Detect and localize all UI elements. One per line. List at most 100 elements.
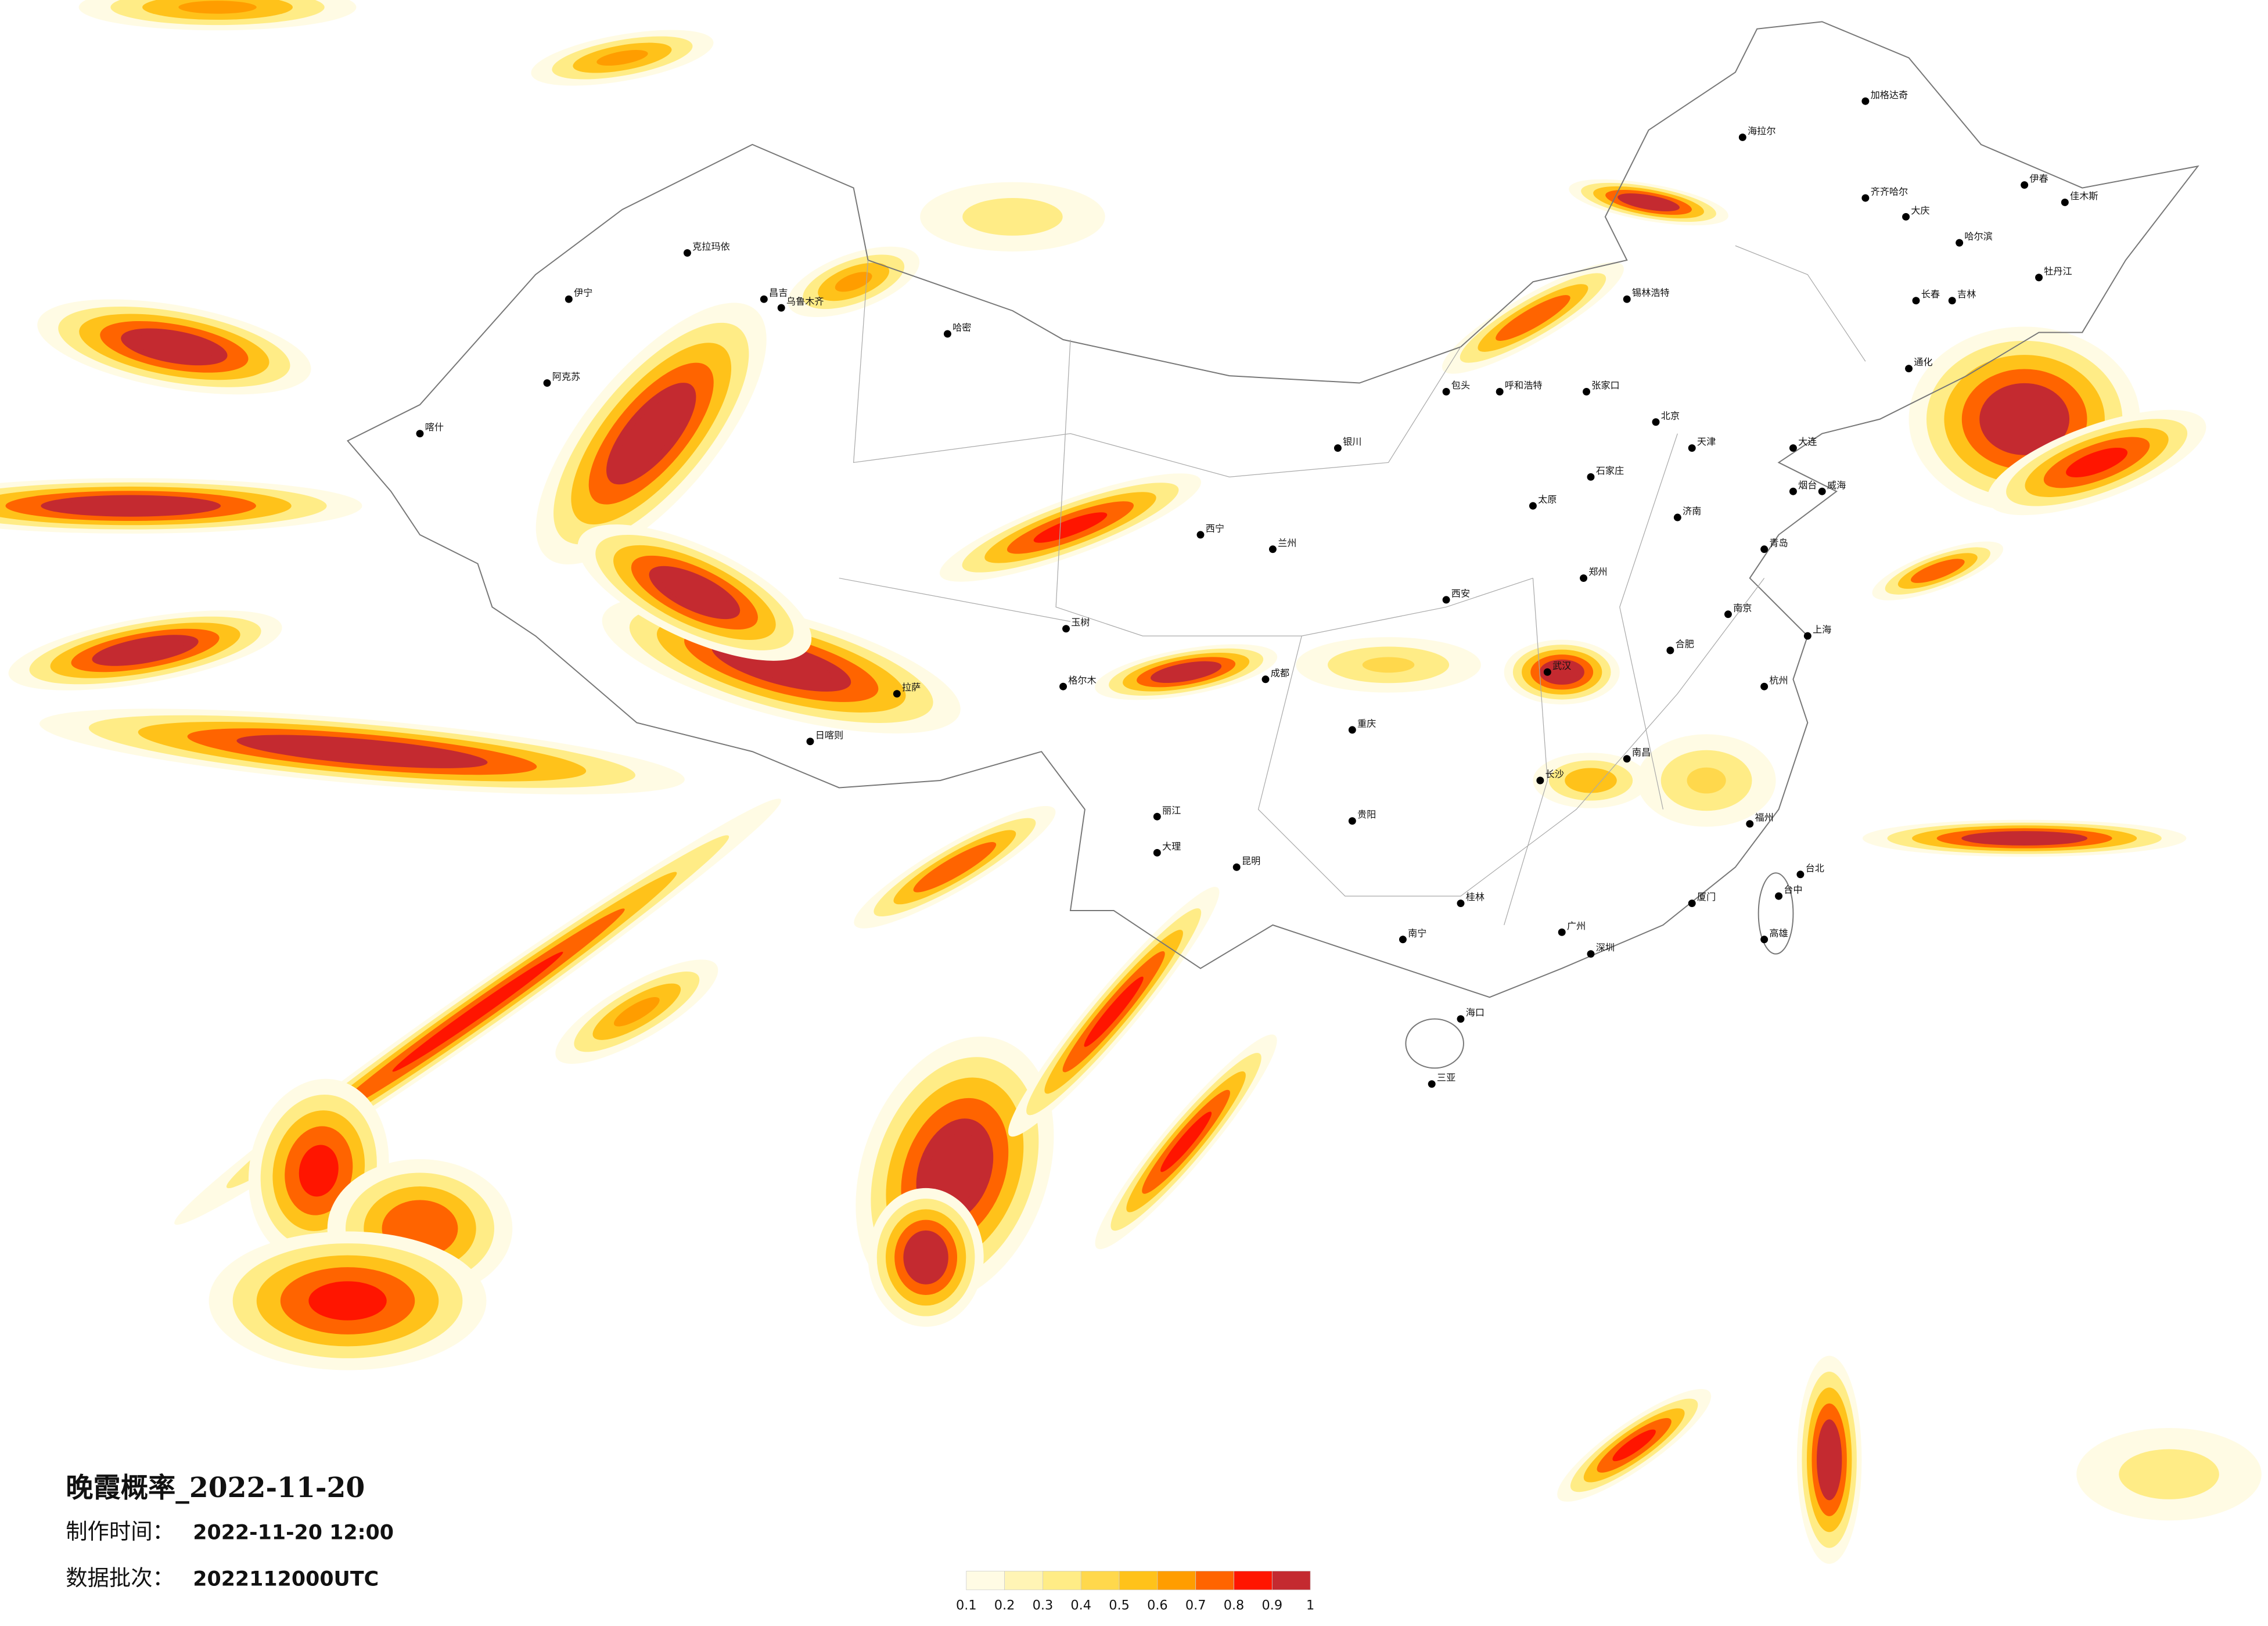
probability-core: [271, 739, 453, 764]
city-dot: [1666, 646, 1674, 654]
probability-core: [662, 573, 728, 612]
probability-core: [1545, 663, 1579, 682]
city-dot: [1587, 473, 1595, 481]
city-dot: [1789, 444, 1797, 452]
probability-core: [835, 272, 872, 292]
city-dot: [1905, 365, 1913, 373]
city-dot: [1442, 388, 1450, 395]
colorbar-label: 0.7: [1185, 1598, 1206, 1613]
city-label: 大理: [1162, 841, 1181, 852]
city-dot: [1796, 870, 1805, 879]
city-dot: [1153, 812, 1161, 821]
colorbar-segment: [1080, 1571, 1120, 1591]
colorbar-label: 0.8: [1224, 1598, 1245, 1613]
city-label: 克拉玛依: [692, 241, 730, 252]
city-label: 伊宁: [574, 287, 592, 298]
probability-core: [926, 1133, 983, 1208]
city-label: 长沙: [1545, 769, 1564, 780]
city-label: 兰州: [1278, 537, 1296, 548]
city-dot: [1760, 545, 1769, 553]
probability-core: [1992, 393, 2057, 445]
probability-core: [1919, 562, 1957, 580]
probability-core: [613, 997, 660, 1027]
city-dot: [1348, 817, 1356, 825]
city-dot: [1496, 388, 1504, 395]
city-label: 喀什: [425, 422, 444, 433]
city-dot: [1536, 776, 1544, 785]
city-label: 三亚: [1437, 1072, 1455, 1083]
hainan: [1405, 1018, 1464, 1069]
city-dot: [893, 690, 901, 698]
city-label: 济南: [1683, 506, 1701, 517]
info-value: 2022-11-20 12:00: [193, 1521, 394, 1545]
city-dot: [1861, 194, 1870, 202]
colorbar-segment: [1195, 1571, 1234, 1591]
city-dot: [1623, 755, 1631, 763]
city-dot: [1268, 545, 1277, 553]
city-label: 高雄: [1769, 927, 1788, 938]
probability-core: [1687, 767, 1726, 794]
colorbar-label: 0.6: [1147, 1598, 1168, 1613]
probability-core: [619, 397, 684, 471]
city-label: 昌吉: [769, 287, 788, 298]
city-dot: [1062, 625, 1070, 633]
city-label: 台北: [1806, 862, 1824, 873]
city-dot: [1587, 950, 1595, 958]
city-dot: [943, 330, 951, 338]
city-dot: [565, 295, 573, 303]
city-label: 伊春: [2029, 173, 2048, 184]
city-dot: [1760, 682, 1769, 690]
country-outline: [346, 21, 2199, 1069]
city-dot: [1948, 297, 1956, 305]
city-label: 锡林浩特: [1632, 287, 1670, 298]
city-label: 大连: [1798, 436, 1817, 447]
city-dot: [777, 304, 785, 312]
probability-core: [1507, 302, 1559, 334]
colorbar-label: 0.1: [956, 1598, 977, 1613]
city-dot: [1543, 668, 1551, 676]
city-dot: [1738, 133, 1746, 141]
city-dot: [1196, 531, 1205, 539]
probability-core: [1574, 772, 1607, 789]
probability-core: [1612, 1429, 1656, 1462]
province-lines: [839, 245, 1866, 926]
city-dot: [416, 430, 424, 438]
city-label: 天津: [1697, 436, 1716, 447]
city-label: 桂林: [1466, 891, 1485, 902]
probability-core: [1820, 1430, 1839, 1490]
city-label: 通化: [1914, 357, 1932, 368]
city-dot: [1688, 900, 1696, 908]
colorbar-segment: [1119, 1571, 1158, 1591]
city-dot: [1673, 513, 1681, 521]
probability-core: [178, 1, 257, 14]
city-label: 厦门: [1697, 891, 1716, 902]
probability-core: [1084, 976, 1144, 1047]
city-label: 佳木斯: [2070, 190, 2098, 202]
probability-core: [1160, 1111, 1212, 1172]
city-label: 拉萨: [902, 682, 921, 693]
city-dot: [543, 379, 551, 387]
city-dot: [1623, 295, 1631, 303]
city-label: 西安: [1451, 588, 1470, 599]
info-value: 2022112000UTC: [193, 1567, 379, 1591]
probability-core: [926, 850, 983, 884]
city-label: 南京: [1733, 602, 1752, 613]
city-dot: [2061, 198, 2069, 206]
probability-core: [66, 498, 196, 514]
colorbar-segment: [1271, 1571, 1311, 1591]
probability-core: [986, 207, 1039, 227]
city-label: 南宁: [1408, 927, 1426, 938]
city-label: 加格达奇: [1871, 89, 1908, 100]
city-dot: [1457, 1015, 1465, 1023]
city-dot: [1059, 682, 1067, 690]
colorbar-label: 0.3: [1033, 1598, 1054, 1613]
city-label: 阿克苏: [552, 371, 580, 382]
city-dot: [683, 249, 691, 257]
title: 晚霞概率_2022-11-20: [66, 1472, 365, 1504]
city-dot: [1902, 213, 1910, 221]
city-label: 台中: [1784, 884, 1802, 895]
city-dot: [1775, 892, 1783, 900]
city-label: 海拉尔: [1748, 125, 1775, 136]
city-label: 青岛: [1769, 537, 1788, 548]
